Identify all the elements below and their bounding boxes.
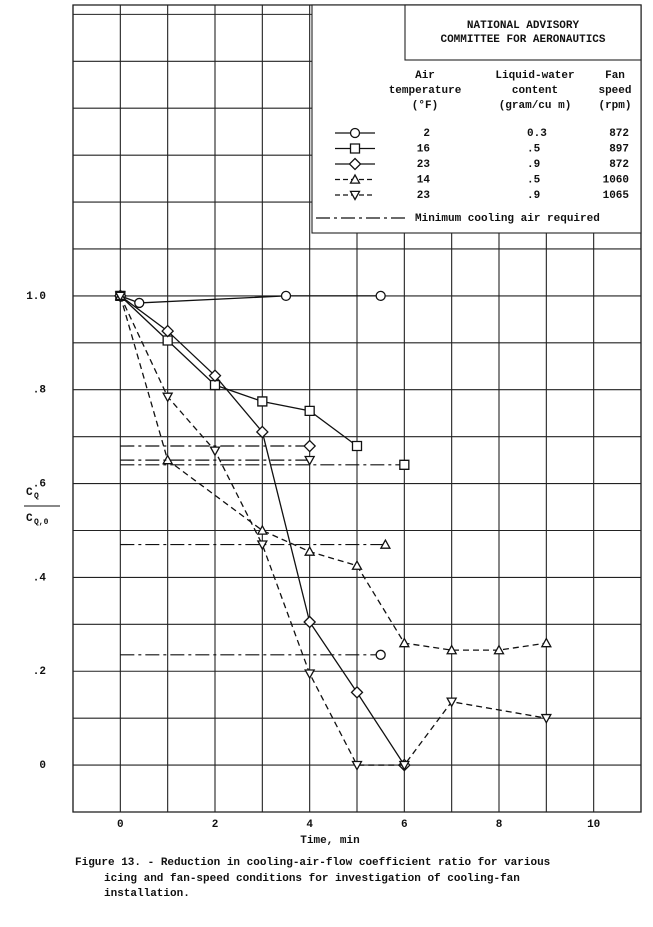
marker (209, 446, 221, 457)
marker (255, 425, 269, 439)
y-tick-label: 1.0 (26, 291, 46, 303)
legend-temperature: 2 (423, 128, 430, 140)
legend-header: COMMITTEE FOR AERONAUTICS (440, 34, 605, 46)
marker (304, 405, 315, 416)
legend-water: .5 (527, 143, 541, 155)
x-tick-label: 0 (117, 819, 124, 831)
legend-temperature: 23 (417, 190, 431, 202)
legend-minimum-label: Minimum cooling air required (415, 213, 600, 225)
marker (351, 440, 363, 452)
legend-water: 0.3 (527, 128, 547, 140)
marker (351, 760, 363, 771)
legend-fan: 872 (609, 159, 629, 171)
legend-marker (349, 190, 361, 201)
y-label-sub: Q,0 (34, 518, 49, 527)
x-tick-label: 4 (306, 819, 313, 831)
marker (540, 637, 552, 648)
marker (379, 538, 392, 549)
caption: installation. (104, 888, 190, 900)
legend-fan: 897 (609, 143, 629, 155)
marker (399, 459, 410, 470)
legend-column-header: (gram/cu m) (499, 100, 572, 112)
legend-temperature: 16 (417, 143, 430, 155)
legend-fan: 872 (609, 128, 629, 140)
marker (446, 644, 458, 655)
marker (280, 290, 292, 302)
legend-water: .9 (527, 159, 540, 171)
y-tick-label: .4 (33, 572, 47, 584)
legend-temperature: 23 (417, 159, 431, 171)
marker (398, 760, 410, 771)
x-tick-label: 6 (401, 819, 408, 831)
y-tick-label: 0 (39, 760, 46, 772)
x-axis-label: Time, min (300, 835, 359, 847)
marker (162, 392, 174, 403)
x-tick-label: 8 (496, 819, 503, 831)
series-line (119, 295, 358, 447)
marker (304, 669, 316, 680)
marker (114, 291, 126, 302)
marker (256, 540, 268, 551)
marker (304, 545, 316, 556)
legend-column-header: (°F) (412, 100, 438, 112)
marker (375, 649, 386, 660)
caption: Figure 13. - Reduction in cooling-air-fl… (75, 857, 550, 869)
legend-temperature: 14 (417, 174, 431, 186)
marker (303, 439, 317, 453)
marker (540, 713, 552, 725)
legend-column-header: temperature (389, 85, 462, 97)
marker (351, 559, 363, 570)
legend-marker (348, 157, 362, 171)
caption: icing and fan-speed conditions for inves… (104, 873, 520, 885)
y-label-c: C (26, 513, 33, 525)
marker (375, 290, 386, 302)
legend-header: NATIONAL ADVISORY (467, 20, 580, 32)
marker (161, 324, 175, 338)
x-tick-label: 2 (212, 819, 219, 831)
legend-water: .5 (527, 174, 541, 186)
marker (257, 396, 268, 407)
legend-column-header: speed (598, 85, 631, 97)
legend-column-header: content (512, 85, 558, 97)
series-line (119, 295, 547, 651)
legend-column-header: (rpm) (598, 100, 631, 112)
marker (208, 369, 222, 383)
y-tick-label: .8 (33, 385, 47, 397)
legend-fan: 1065 (603, 190, 630, 202)
y-tick-label: .6 (33, 478, 46, 490)
marker (304, 455, 316, 466)
legend-column-header: Air (415, 70, 435, 82)
y-label-sub: Q (34, 492, 39, 501)
marker (350, 685, 364, 699)
legend-marker (349, 143, 361, 154)
legend-marker (349, 173, 361, 184)
legend-marker (349, 127, 361, 139)
series-line (120, 295, 381, 304)
legend-column-header: Fan (605, 70, 625, 82)
x-tick-label: 10 (587, 819, 600, 831)
marker (256, 524, 268, 535)
y-tick-label: .2 (33, 666, 46, 678)
marker (303, 615, 317, 629)
marker (134, 297, 145, 309)
marker (446, 697, 458, 708)
marker (493, 644, 505, 655)
legend-water: .9 (527, 190, 540, 202)
y-label-c: C (26, 487, 33, 499)
legend-column-header: Liquid-water (495, 70, 574, 82)
legend-fan: 1060 (603, 174, 629, 186)
legend-header-box (404, 4, 642, 61)
marker (398, 637, 410, 648)
